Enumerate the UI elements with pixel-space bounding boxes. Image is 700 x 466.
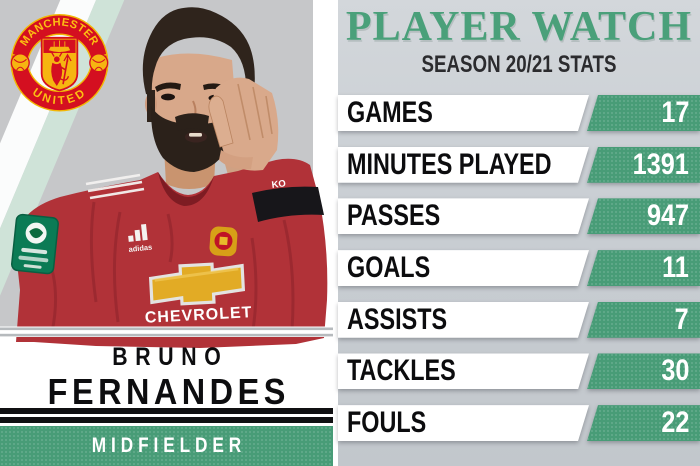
stat-row: ASSISTS 7 — [338, 301, 700, 338]
stat-value: 11 — [662, 251, 689, 285]
chest-crest-icon — [209, 226, 238, 257]
player-photo: KO adidas CHEVROL — [0, 0, 333, 348]
stat-value: 22 — [660, 406, 689, 440]
chevrolet-text: CHEVROLET — [144, 304, 252, 327]
separator-rule-bottom — [0, 417, 333, 423]
stat-value: 7 — [674, 302, 689, 336]
chevrolet-logo-icon: CHEVROLET — [144, 262, 253, 327]
stat-row: TACKLES 30 — [338, 353, 700, 390]
stat-row: MINUTES PLAYED 1391 — [338, 146, 700, 183]
stat-row: PASSES 947 — [338, 198, 700, 235]
mint-stripe — [0, 0, 187, 331]
panel-divider — [333, 0, 338, 466]
stats-table: GAMES 17 MINUTES PLAYED 1391 PASSES — [338, 95, 700, 457]
hair — [142, 7, 255, 97]
stat-label: PASSES — [347, 199, 441, 233]
stat-label: MINUTES PLAYED — [347, 147, 552, 181]
stat-value: 947 — [646, 199, 689, 233]
photo-frame-lines — [0, 326, 333, 337]
adidas-logo-icon: adidas — [128, 224, 153, 254]
stat-label: GAMES — [347, 96, 433, 129]
red-devil-icon — [50, 51, 72, 86]
player-last-name: FERNANDES — [47, 371, 290, 409]
stat-label: ASSISTS — [347, 302, 448, 336]
player-name-band: BRUNO FERNANDES — [0, 336, 333, 409]
player-first-name: BRUNO — [112, 343, 229, 371]
armband — [252, 186, 324, 222]
separator-rule-top — [0, 408, 333, 414]
stat-label: FOULS — [347, 406, 427, 440]
position-banner: MIDFIELDER — [0, 426, 333, 466]
stat-value: 30 — [660, 354, 689, 388]
hand — [208, 77, 279, 171]
stat-row: FOULS 22 — [338, 405, 700, 442]
player-figure: KO adidas CHEVROL — [10, 7, 328, 348]
manchester-united-crest: MANCHESTER UNITED — [10, 14, 109, 112]
stat-row: GAMES 17 — [338, 95, 700, 131]
page-subtitle: SEASON 20/21 STATS — [421, 51, 617, 78]
stat-label: GOALS — [347, 251, 431, 285]
stat-value: 1391 — [632, 147, 689, 181]
stat-label: TACKLES — [347, 354, 456, 388]
football-icons — [10, 53, 109, 73]
stats-panel: PLAYER WATCH SEASON 20/21 STATS GAMES 17… — [338, 0, 700, 466]
page-title: PLAYER WATCH — [345, 4, 693, 50]
stat-row: GOALS 11 — [338, 250, 700, 287]
adidas-text: adidas — [128, 243, 153, 254]
player-panel: KO adidas CHEVROL — [0, 0, 333, 466]
player-position: MIDFIELDER — [91, 434, 247, 457]
cup-patch-icon — [10, 213, 59, 275]
stat-value: 17 — [660, 96, 689, 129]
shoulder-sponsor-text: KO — [271, 178, 286, 191]
